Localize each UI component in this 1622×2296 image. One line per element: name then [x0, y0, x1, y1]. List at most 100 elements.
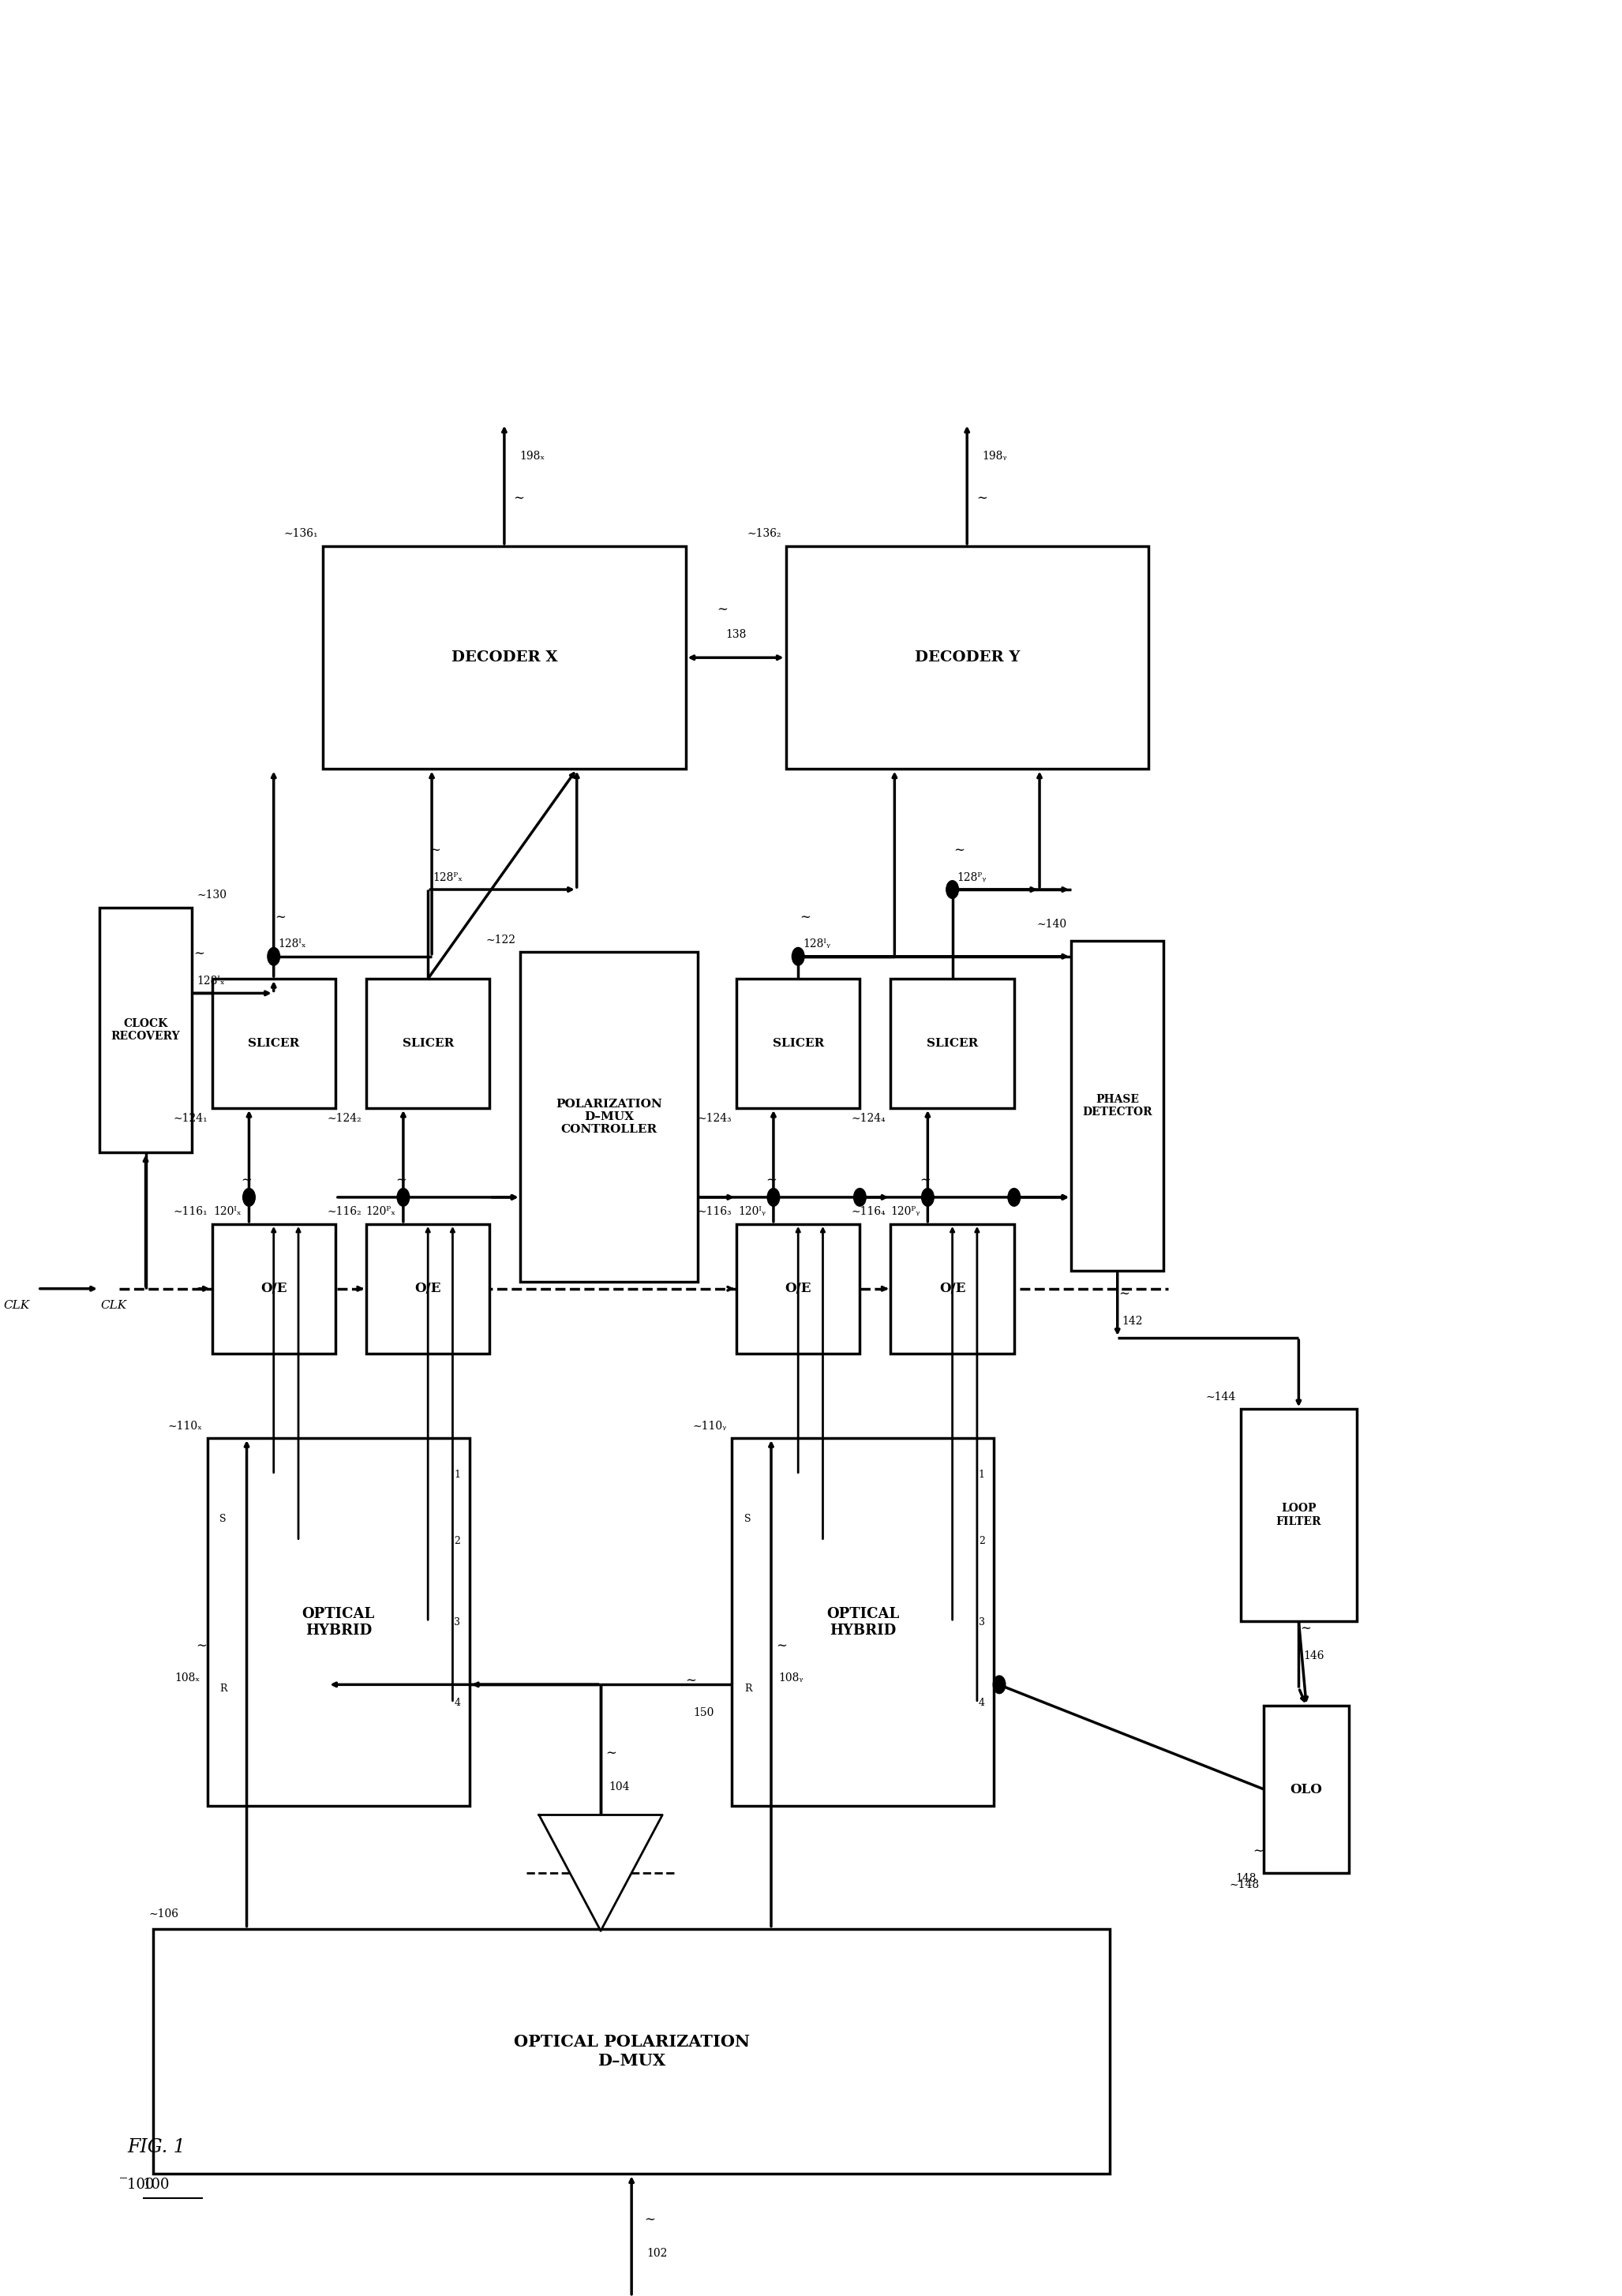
Circle shape: [243, 1189, 255, 1205]
Text: 108ᵧ: 108ᵧ: [779, 1671, 805, 1683]
Circle shape: [767, 1189, 780, 1205]
Text: ∼: ∼: [514, 491, 524, 505]
Text: O/E: O/E: [939, 1281, 965, 1295]
FancyBboxPatch shape: [208, 1437, 470, 1807]
Text: ∼: ∼: [775, 1639, 787, 1653]
Text: OPTICAL
HYBRID: OPTICAL HYBRID: [302, 1607, 375, 1637]
Text: ∼: ∼: [605, 1747, 616, 1761]
Text: OPTICAL POLARIZATION
D–MUX: OPTICAL POLARIZATION D–MUX: [514, 2034, 749, 2069]
Text: ∼110ₓ: ∼110ₓ: [169, 1421, 203, 1430]
Circle shape: [1007, 1189, 1020, 1205]
Text: OLO: OLO: [1289, 1782, 1322, 1795]
Text: SLICER: SLICER: [926, 1038, 978, 1049]
FancyBboxPatch shape: [890, 1224, 1014, 1352]
Text: ∼: ∼: [800, 912, 811, 923]
Text: 142: 142: [1122, 1316, 1144, 1327]
Text: O/E: O/E: [261, 1281, 287, 1295]
Text: ∼: ∼: [396, 1173, 407, 1187]
Text: ∼: ∼: [644, 2213, 655, 2227]
Text: ∼124₂: ∼124₂: [328, 1114, 362, 1123]
Text: 198ᵧ: 198ᵧ: [983, 450, 1007, 461]
Text: CLK: CLK: [101, 1300, 127, 1311]
Text: ∼116₁: ∼116₁: [174, 1205, 208, 1217]
Text: 120ᴾₓ: 120ᴾₓ: [365, 1205, 396, 1217]
Circle shape: [993, 1676, 1006, 1694]
FancyBboxPatch shape: [785, 546, 1148, 769]
Text: ∼: ∼: [954, 843, 965, 856]
Text: 104: 104: [608, 1782, 629, 1793]
Circle shape: [397, 1189, 409, 1205]
FancyBboxPatch shape: [1241, 1410, 1356, 1621]
FancyBboxPatch shape: [367, 1224, 490, 1352]
Text: S: S: [219, 1513, 227, 1525]
Text: 198ₓ: 198ₓ: [519, 450, 545, 461]
Text: 1: 1: [454, 1469, 461, 1481]
Text: 108ₓ: 108ₓ: [175, 1671, 201, 1683]
Text: ∼144: ∼144: [1207, 1391, 1236, 1403]
Text: ∼: ∼: [196, 1639, 206, 1653]
FancyBboxPatch shape: [732, 1437, 994, 1807]
FancyBboxPatch shape: [521, 953, 697, 1281]
Text: ∼: ∼: [193, 948, 204, 960]
Circle shape: [921, 1189, 934, 1205]
Text: ∼116₂: ∼116₂: [328, 1205, 362, 1217]
FancyBboxPatch shape: [1264, 1706, 1350, 1874]
Text: ∼116₄: ∼116₄: [852, 1205, 886, 1217]
Text: 120ᴾᵧ: 120ᴾᵧ: [890, 1205, 920, 1217]
Circle shape: [792, 948, 805, 964]
Text: 146: 146: [1304, 1651, 1324, 1660]
Text: ∼: ∼: [976, 491, 988, 505]
FancyBboxPatch shape: [736, 978, 860, 1109]
Text: 4: 4: [978, 1697, 985, 1708]
Text: ∼110ᵧ: ∼110ᵧ: [693, 1421, 727, 1430]
Text: ∼136₁: ∼136₁: [284, 528, 318, 540]
Text: PHASE
DETECTOR: PHASE DETECTOR: [1082, 1093, 1152, 1118]
Text: ∼: ∼: [1119, 1288, 1131, 1302]
Text: ̅100: ̅100: [127, 2177, 154, 2193]
FancyBboxPatch shape: [736, 1224, 860, 1352]
Text: CLOCK
RECOVERY: CLOCK RECOVERY: [110, 1017, 180, 1042]
Text: 4: 4: [454, 1697, 461, 1708]
Text: 128ᴾₓ: 128ᴾₓ: [433, 872, 462, 884]
Text: 2: 2: [454, 1536, 461, 1545]
Text: 150: 150: [693, 1706, 714, 1717]
Text: 2: 2: [978, 1536, 985, 1545]
Text: ∼124₃: ∼124₃: [697, 1114, 732, 1123]
Text: ∼136₂: ∼136₂: [746, 528, 782, 540]
Text: 128ᴵᵧ: 128ᴵᵧ: [803, 939, 830, 951]
FancyBboxPatch shape: [212, 1224, 336, 1352]
Circle shape: [946, 882, 959, 898]
FancyBboxPatch shape: [367, 978, 490, 1109]
Text: S: S: [744, 1513, 751, 1525]
Text: ∼: ∼: [430, 843, 441, 856]
Text: CLK: CLK: [3, 1300, 29, 1311]
Text: ∼: ∼: [686, 1674, 696, 1688]
Text: ∼: ∼: [1254, 1844, 1264, 1857]
Text: 120ᴵₓ: 120ᴵₓ: [212, 1205, 242, 1217]
Text: 3: 3: [454, 1616, 461, 1628]
Text: ∼116₃: ∼116₃: [697, 1205, 732, 1217]
Text: POLARIZATION
D–MUX
CONTROLLER: POLARIZATION D–MUX CONTROLLER: [556, 1100, 662, 1134]
Text: SLICER: SLICER: [248, 1038, 300, 1049]
Text: SLICER: SLICER: [772, 1038, 824, 1049]
Text: ∼: ∼: [242, 1173, 253, 1187]
Text: ∼122: ∼122: [487, 934, 516, 946]
Text: 138: 138: [725, 629, 746, 641]
Text: O/E: O/E: [785, 1281, 811, 1295]
Text: R: R: [744, 1683, 751, 1694]
Text: FIG. 1: FIG. 1: [127, 2138, 185, 2156]
Text: O/E: O/E: [415, 1281, 441, 1295]
FancyBboxPatch shape: [890, 978, 1014, 1109]
Text: ∼: ∼: [276, 912, 285, 923]
Text: OPTICAL
HYBRID: OPTICAL HYBRID: [827, 1607, 899, 1637]
Text: 1: 1: [978, 1469, 985, 1481]
FancyBboxPatch shape: [99, 907, 191, 1153]
Text: ∼: ∼: [1301, 1621, 1311, 1635]
FancyBboxPatch shape: [212, 978, 336, 1109]
Text: ∼148: ∼148: [1229, 1880, 1259, 1890]
Circle shape: [268, 948, 281, 964]
Text: 100: 100: [143, 2177, 170, 2193]
Text: DECODER X: DECODER X: [451, 650, 558, 666]
FancyBboxPatch shape: [1071, 941, 1163, 1272]
Circle shape: [853, 1189, 866, 1205]
